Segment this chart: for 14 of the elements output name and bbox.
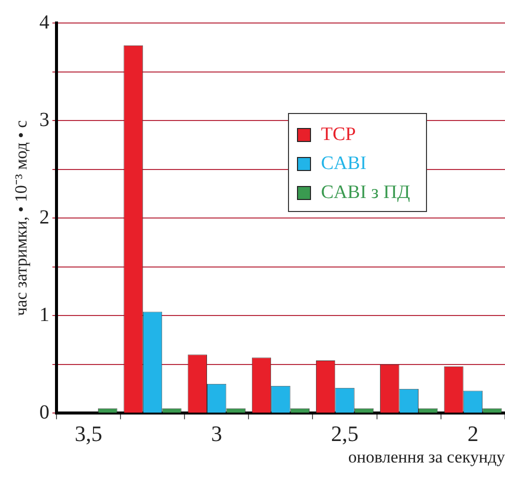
y-tick-label: 4 bbox=[39, 11, 50, 34]
legend-label: CABI з ПД bbox=[321, 181, 410, 205]
y-tick-label: 1 bbox=[39, 304, 50, 326]
x-tick-label: 3 bbox=[211, 421, 222, 446]
y-axis-title: час затримки, • 10⁻³ мод • с bbox=[12, 120, 31, 316]
y-tick-label: 0 bbox=[39, 401, 50, 424]
x-tick-label: 3,5 bbox=[74, 421, 102, 446]
x-tick-label: 2 bbox=[467, 421, 478, 446]
legend-label: TCP bbox=[321, 123, 356, 147]
x-axis-title: оновлення за секунду bbox=[348, 447, 505, 466]
x-tick-label: 2,5 bbox=[331, 421, 359, 446]
y-tick-label: 3 bbox=[39, 108, 50, 131]
legend-label: CABI bbox=[321, 152, 366, 176]
y-tick-label: 2 bbox=[39, 206, 50, 228]
